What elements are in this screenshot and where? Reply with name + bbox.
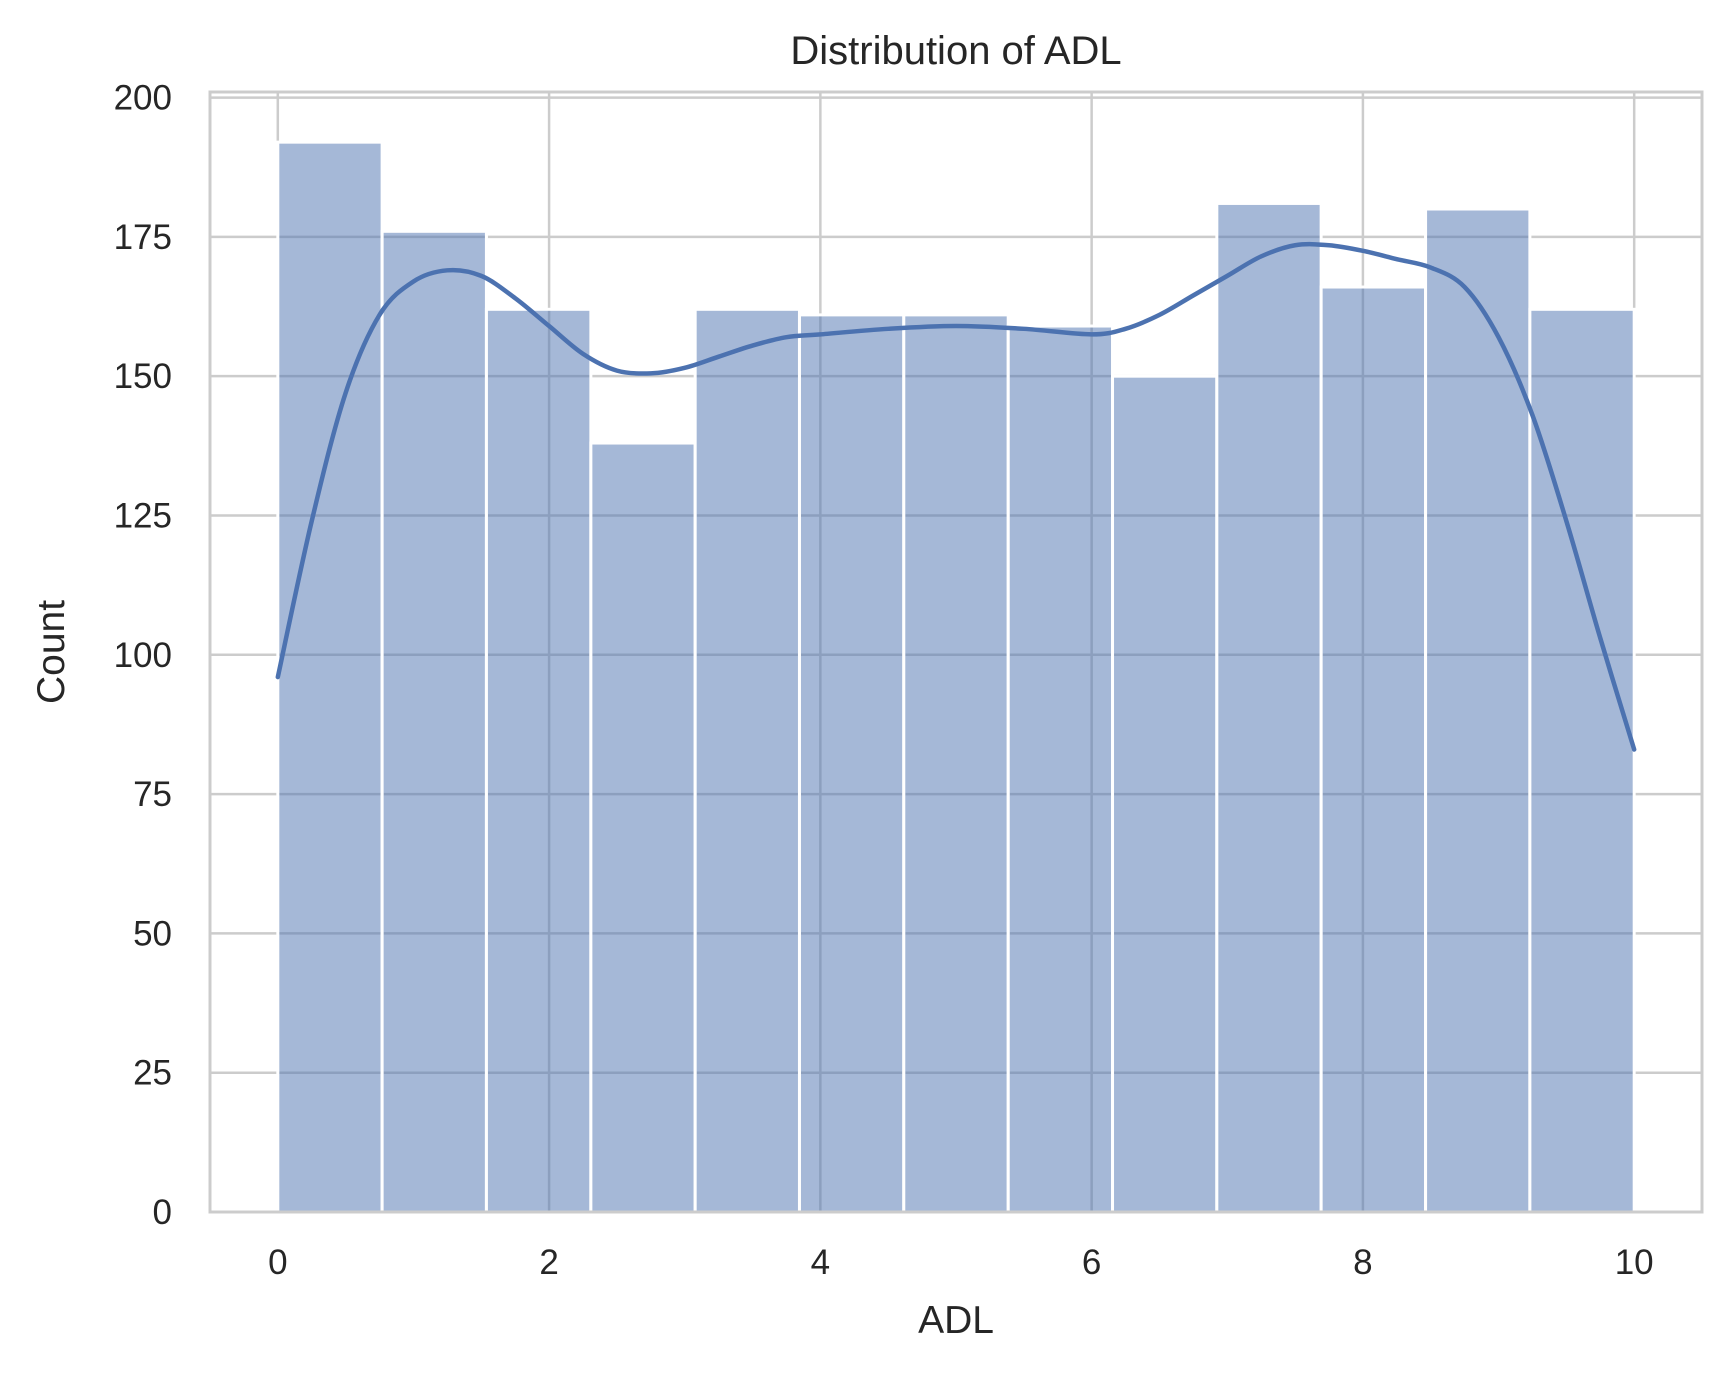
histogram-bar	[797, 313, 906, 1214]
x-tick-label: 6	[1082, 1243, 1101, 1282]
axes-frame	[208, 90, 1704, 1214]
y-tick-label: 200	[114, 79, 172, 118]
histogram-bar	[1006, 324, 1115, 1214]
histogram-bar	[693, 307, 801, 1214]
x-axis-title: ADL	[918, 1299, 994, 1342]
y-tick-label: 100	[114, 636, 172, 675]
x-tick-label: 2	[539, 1243, 558, 1282]
histogram-bar	[1319, 285, 1428, 1214]
x-tick-label: 10	[1615, 1243, 1654, 1282]
y-tick-label: 125	[114, 496, 172, 535]
x-tick-label: 8	[1353, 1243, 1372, 1282]
x-tick-label: 4	[811, 1243, 830, 1282]
axes-spines	[208, 90, 1704, 1214]
y-tick-label: 50	[133, 914, 172, 953]
chart-title: Distribution of ADL	[790, 29, 1121, 73]
histogram-bar	[589, 441, 697, 1214]
histogram-bar	[484, 307, 593, 1214]
histogram-bar	[380, 229, 488, 1214]
x-tick-labels: 0 2 4 6 8 10	[268, 1243, 1654, 1282]
y-tick-label: 175	[114, 218, 172, 257]
histogram-bar	[1111, 374, 1219, 1214]
y-tick-label: 0	[153, 1193, 172, 1232]
kde-curve-group	[275, 241, 1637, 752]
histogram-bar	[276, 140, 384, 1214]
y-tick-label: 25	[133, 1054, 172, 1093]
histogram-bar	[1215, 201, 1323, 1214]
y-tick-labels: 0 25 50 75 100 125 150 175 200	[114, 79, 172, 1232]
x-tick-label: 0	[268, 1243, 287, 1282]
histogram-bar	[902, 313, 1010, 1214]
y-tick-label: 75	[133, 775, 172, 814]
histogram-bar	[1528, 307, 1636, 1214]
histogram-bar	[1424, 207, 1532, 1214]
y-axis-title: Count	[30, 600, 73, 704]
kde-curve	[275, 241, 1637, 752]
y-tick-label: 150	[114, 357, 172, 396]
